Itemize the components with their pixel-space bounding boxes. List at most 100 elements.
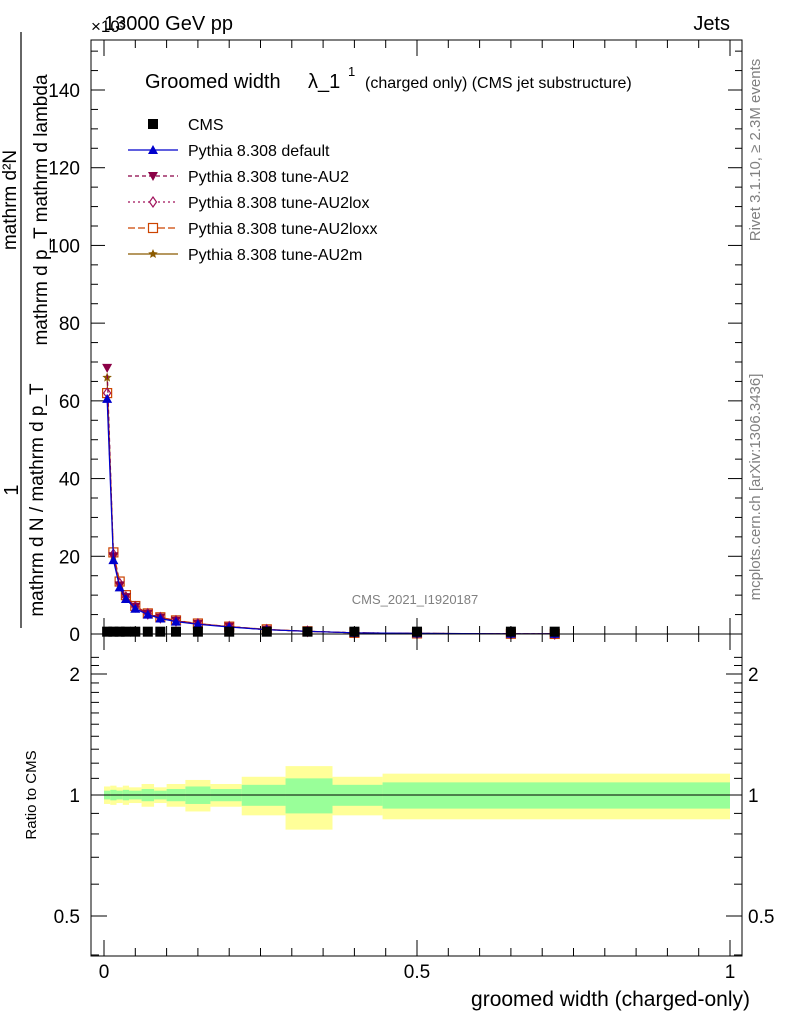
data-point: [130, 603, 141, 613]
y-title-top: mathrm d²N: [0, 150, 21, 250]
legend-entry: Pythia 8.308 default: [128, 143, 330, 160]
ratio-y-axis-title: Ratio to CMS: [23, 750, 40, 839]
legend-label: Pythia 8.308 tune-AU2: [188, 169, 349, 186]
main-y-tick-label: 60: [59, 392, 80, 413]
series-pythia-8-308-tune-au2loxx: [102, 387, 560, 640]
series-pythia-8-308-tune-au2: [102, 363, 560, 639]
series-pythia-8-308-tune-au2m: [102, 372, 560, 638]
ratio-y-tick-label-right: 0.5: [748, 907, 774, 928]
main-y-tick-label: 100: [48, 236, 80, 257]
legend-marker: [148, 145, 158, 154]
data-point: [155, 626, 166, 637]
legend-label: CMS: [188, 117, 224, 134]
data-point: [170, 626, 181, 637]
y-title-top2: mathrm d p_T mathrm d lambda: [31, 74, 52, 345]
series-line: [106, 377, 555, 635]
data-point: [120, 626, 131, 637]
data-point: [142, 626, 153, 637]
series-cms: [102, 626, 560, 637]
ratio-y-tick-label: 2: [69, 665, 80, 686]
ratio-y-tick-label-right: 2: [748, 665, 759, 686]
data-point: [102, 626, 113, 637]
rivet-version: Rivet 3.1.10, ≥ 2.3M events: [747, 59, 764, 242]
x-tick-label: 1: [725, 962, 736, 983]
ratio-bands: [104, 766, 730, 830]
data-point: [505, 626, 516, 637]
ratio-y-tick-label: 1: [69, 786, 80, 807]
series-line: [106, 398, 555, 635]
main-y-tick-label: 40: [59, 470, 80, 491]
ratio-axis-ticks: [91, 634, 742, 956]
data-point: [114, 582, 125, 592]
data-point: [114, 626, 125, 637]
analysis-watermark: CMS_2021_I1920187: [352, 592, 479, 607]
ratio-y-tick-labels-right: 0.5 1 2: [748, 665, 774, 928]
legend-label: Pythia 8.308 tune-AU2m: [188, 247, 362, 264]
legend-marker: [148, 249, 158, 259]
legend-entry: Pythia 8.308 tune-AU2: [128, 169, 349, 186]
y-scale-exponent: ×10³: [91, 17, 126, 36]
data-point: [120, 594, 131, 604]
title-symbol: λ_1: [308, 71, 340, 93]
main-axis-ticks: [91, 40, 742, 635]
x-tick-label: 0.5: [404, 962, 430, 983]
data-point: [224, 626, 235, 637]
series-layer: [102, 363, 560, 640]
title-superscript: 1: [348, 64, 355, 79]
ratio-y-tick-label-right: 1: [748, 786, 759, 807]
y-title-bottom: mathrm d N / mathrm d p_T: [27, 383, 48, 617]
legend-label: Pythia 8.308 tune-AU2loxx: [188, 221, 377, 238]
legend-entry: Pythia 8.308 tune-AU2lox: [128, 195, 369, 212]
mcplots-credit: mcplots.cern.ch [arXiv:1306.3436]: [747, 374, 764, 601]
legend-entry: Pythia 8.308 tune-AU2m: [128, 247, 362, 264]
title-subtitle: (charged only) (CMS jet substructure): [365, 75, 632, 92]
main-y-axis-title: 1 mathrm d N / mathrm d p_T mathrm d²N m…: [0, 32, 52, 628]
ratio-band-inner: [285, 778, 333, 814]
legend-entry: CMS: [148, 117, 224, 134]
header-energy: 13000 GeV pp: [104, 13, 233, 35]
y-title-one: 1: [1, 484, 23, 495]
data-point: [192, 619, 203, 629]
data-point: [155, 613, 166, 623]
main-y-tick-label: 0: [69, 625, 80, 646]
main-y-tick-label: 120: [48, 159, 80, 180]
header-group: Jets: [693, 13, 730, 35]
series-line: [106, 367, 555, 635]
legend-marker: [148, 172, 158, 181]
data-point: [261, 626, 272, 637]
main-y-tick-label: 80: [59, 314, 80, 335]
legend-marker: [147, 222, 159, 234]
data-point: [549, 626, 560, 637]
title-main: Groomed width: [145, 71, 281, 93]
legend-label: Pythia 8.308 tune-AU2lox: [188, 195, 369, 212]
legend-marker: [148, 195, 158, 209]
series-pythia-8-308-default: [102, 393, 560, 638]
legend-label: Pythia 8.308 default: [188, 143, 330, 160]
data-point: [102, 363, 113, 373]
main-y-tick-label: 140: [48, 81, 80, 102]
series-line: [106, 393, 555, 635]
data-point: [170, 616, 181, 626]
legend-entry: Pythia 8.308 tune-AU2loxx: [128, 221, 377, 238]
x-tick-label: 0: [99, 962, 110, 983]
chart-title: Groomed width λ_1 1 (charged only) (CMS …: [145, 64, 632, 93]
main-y-tick-labels: 0 20 40 60 80 100 120 140: [48, 81, 80, 646]
data-point: [108, 626, 119, 637]
series-line: [106, 393, 555, 635]
x-tick-labels: 0 0.5 1: [99, 962, 736, 983]
ratio-y-tick-label: 0.5: [54, 907, 80, 928]
legend: CMS Pythia 8.308 default Pythia 8.308 tune…: [128, 117, 377, 264]
data-point: [192, 626, 203, 637]
ratio-y-tick-labels: 0.5 1 2: [54, 665, 80, 928]
legend-marker: [148, 119, 158, 129]
series-pythia-8-308-tune-au2lox: [102, 387, 559, 640]
data-point: [302, 626, 313, 637]
data-point: [349, 626, 360, 637]
main-y-tick-label: 20: [59, 547, 80, 568]
data-point: [108, 555, 119, 565]
data-point: [412, 626, 422, 637]
data-point: [102, 393, 113, 403]
data-point: [130, 626, 141, 637]
x-axis-title: groomed width (charged-only): [471, 988, 750, 1011]
